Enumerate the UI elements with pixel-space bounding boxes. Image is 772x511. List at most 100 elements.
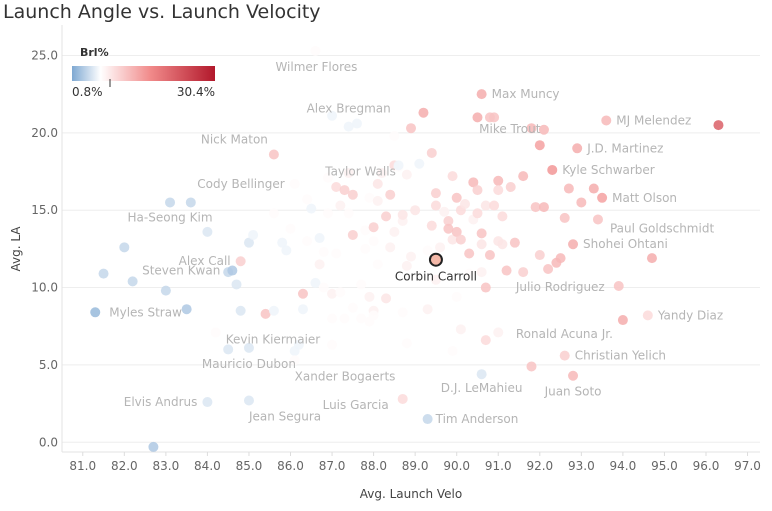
data-point[interactable] [235, 305, 246, 316]
data-point[interactable] [472, 185, 483, 196]
data-point[interactable] [381, 211, 392, 222]
data-point[interactable] [343, 208, 354, 219]
data-point[interactable] [617, 315, 628, 326]
data-point[interactable] [397, 209, 408, 220]
data-point[interactable] [297, 304, 308, 315]
data-point[interactable] [576, 197, 587, 208]
data-point[interactable] [505, 181, 516, 192]
data-point[interactable] [418, 107, 429, 118]
data-point[interactable] [327, 339, 338, 350]
data-point[interactable] [364, 192, 375, 203]
data-point[interactable] [451, 226, 462, 237]
data-point[interactable] [331, 248, 342, 259]
data-point[interactable] [613, 281, 624, 291]
data-point[interactable] [430, 188, 441, 199]
data-point[interactable] [401, 169, 412, 180]
data-point[interactable] [98, 268, 109, 279]
data-point[interactable] [410, 205, 421, 216]
data-point[interactable] [443, 223, 454, 234]
data-point[interactable] [364, 291, 375, 302]
data-point[interactable] [422, 304, 433, 315]
data-point[interactable] [501, 265, 512, 276]
data-point[interactable] [376, 168, 387, 179]
data-point[interactable] [302, 236, 313, 247]
data-point[interactable] [127, 276, 138, 287]
data-point[interactable] [335, 200, 346, 211]
data-point[interactable] [476, 267, 487, 278]
data-point[interactable] [447, 171, 458, 182]
data-point[interactable] [480, 200, 491, 211]
data-point[interactable] [493, 327, 504, 338]
data-point[interactable] [165, 197, 176, 208]
data-point[interactable] [202, 397, 213, 408]
data-point[interactable] [327, 313, 338, 324]
data-point[interactable] [426, 147, 437, 158]
data-point[interactable] [235, 256, 246, 267]
data-point[interactable] [568, 370, 579, 381]
data-point[interactable] [310, 45, 321, 56]
data-point[interactable] [90, 307, 101, 318]
data-point[interactable] [588, 183, 599, 194]
data-point[interactable] [572, 143, 583, 154]
data-point[interactable] [422, 414, 433, 425]
data-point[interactable] [559, 350, 570, 361]
data-point[interactable] [268, 208, 279, 219]
data-point[interactable] [497, 211, 508, 222]
data-point[interactable] [339, 185, 350, 196]
data-point[interactable] [406, 251, 416, 262]
data-point[interactable] [439, 206, 450, 217]
data-point[interactable] [568, 239, 579, 250]
data-point[interactable] [476, 369, 487, 380]
data-point[interactable] [181, 304, 192, 315]
data-point[interactable] [285, 223, 296, 234]
data-point[interactable] [360, 243, 371, 254]
data-point[interactable] [314, 259, 325, 270]
data-point[interactable] [347, 302, 358, 313]
data-point[interactable] [455, 324, 466, 335]
data-point[interactable] [464, 268, 475, 279]
data-point[interactable] [642, 310, 653, 321]
data-point[interactable] [202, 226, 213, 237]
data-point[interactable] [339, 313, 350, 324]
data-point[interactable] [518, 267, 529, 278]
data-point[interactable] [322, 208, 333, 219]
data-point[interactable] [343, 121, 354, 132]
data-point[interactable] [601, 115, 612, 126]
data-point[interactable] [451, 192, 462, 203]
data-point[interactable] [372, 259, 383, 270]
data-point[interactable] [455, 234, 466, 245]
data-point[interactable] [397, 393, 408, 404]
data-point[interactable] [414, 158, 425, 169]
data-point[interactable] [393, 160, 404, 171]
data-point[interactable] [322, 172, 333, 183]
data-point[interactable] [385, 189, 396, 200]
data-point[interactable] [335, 287, 346, 298]
data-point[interactable] [447, 345, 458, 356]
data-point[interactable] [497, 239, 508, 250]
data-point[interactable] [430, 274, 441, 285]
data-point[interactable] [538, 202, 549, 213]
data-point[interactable] [401, 260, 412, 271]
data-point[interactable] [460, 199, 471, 209]
data-point[interactable] [555, 253, 566, 264]
data-point[interactable] [406, 123, 416, 134]
data-point[interactable] [185, 197, 196, 208]
data-point[interactable] [306, 203, 317, 214]
data-point[interactable] [397, 307, 408, 318]
data-point[interactable] [385, 242, 396, 253]
data-point[interactable] [547, 164, 558, 175]
data-point[interactable] [210, 327, 221, 338]
data-point[interactable] [534, 250, 545, 261]
data-point[interactable] [526, 361, 537, 372]
data-point[interactable] [243, 237, 254, 248]
data-point[interactable] [389, 130, 400, 141]
data-point[interactable] [360, 225, 371, 236]
data-point[interactable] [327, 288, 338, 299]
data-point[interactable] [559, 212, 570, 223]
data-point[interactable] [372, 195, 383, 206]
data-point[interactable] [480, 335, 491, 346]
data-point[interactable] [314, 233, 325, 244]
data-point[interactable] [243, 395, 254, 406]
data-point[interactable] [243, 342, 254, 353]
data-point[interactable] [464, 248, 475, 259]
